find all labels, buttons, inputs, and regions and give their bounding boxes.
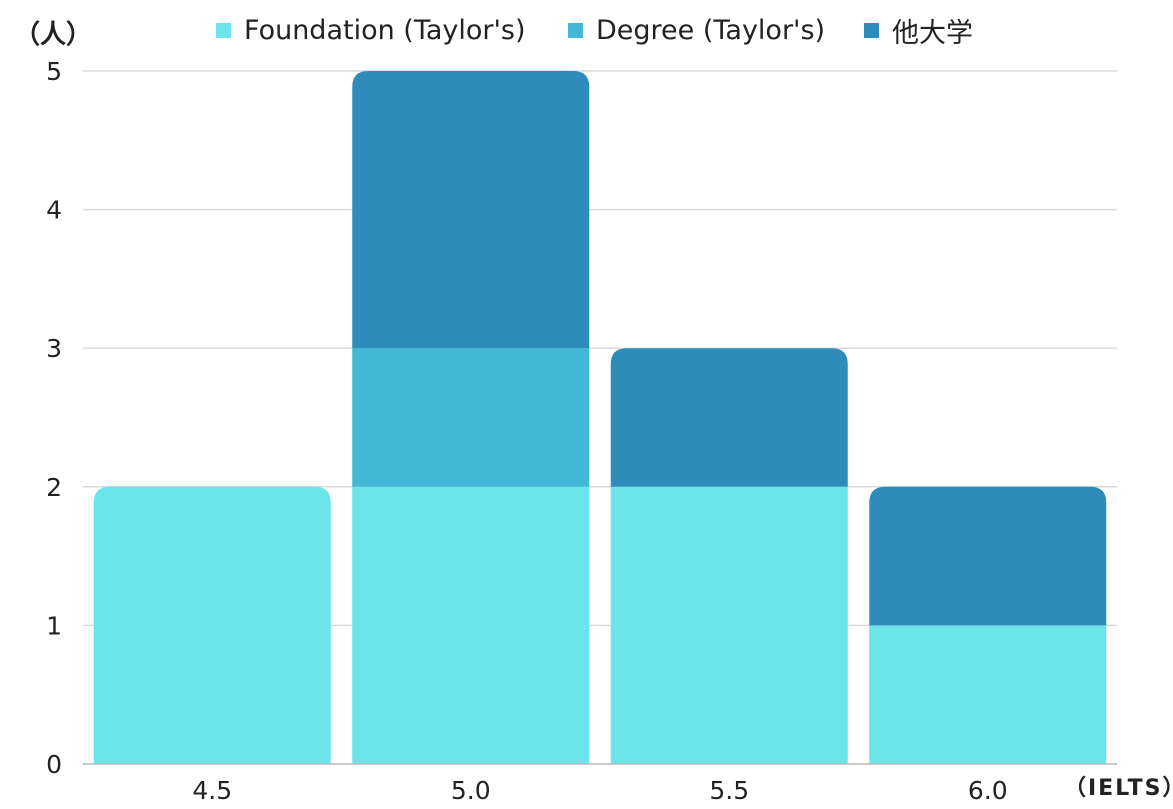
y-tick-label-4: 4 xyxy=(46,196,62,225)
legend-item-foundation: Foundation (Taylor's) xyxy=(216,12,526,48)
y-tick-label-5: 5 xyxy=(46,57,62,86)
legend-label-degree: Degree (Taylor's) xyxy=(596,14,826,46)
chart-legend: Foundation (Taylor's) Degree (Taylor's) … xyxy=(0,12,1173,49)
bar-5-5-series-2 xyxy=(610,348,848,487)
x-tick-label-5-0: 5.0 xyxy=(451,776,491,805)
legend-item-other-university: 他大学 xyxy=(864,12,973,49)
x-tick-label-6-0: 6.0 xyxy=(968,776,1008,805)
bar-5-5-series-0 xyxy=(610,486,848,764)
y-axis-unit-label: （人） xyxy=(14,20,93,50)
x-tick-label-4-5: 4.5 xyxy=(192,776,232,805)
bar-5-0-series-2 xyxy=(352,71,590,349)
y-tick-label-1: 1 xyxy=(46,611,62,640)
legend-swatch-other-university xyxy=(864,22,879,38)
legend-item-degree: Degree (Taylor's) xyxy=(568,12,825,48)
x-tick-label-5-5: 5.5 xyxy=(709,776,749,805)
bar-6-0-series-2 xyxy=(869,486,1107,626)
legend-label-other-university: 他大学 xyxy=(892,17,973,49)
legend-swatch-degree xyxy=(568,22,583,38)
y-tick-label-2: 2 xyxy=(46,473,62,502)
y-tick-label-0: 0 xyxy=(46,750,62,779)
x-axis-unit-label: （IELTS） xyxy=(1064,776,1173,801)
bar-6-0-series-0 xyxy=(869,625,1107,764)
y-tick-label-3: 3 xyxy=(46,334,62,363)
legend-label-foundation: Foundation (Taylor's) xyxy=(244,14,526,46)
bar-4-5-series-0 xyxy=(93,486,331,764)
bar-5-0-series-1 xyxy=(352,348,590,487)
bar-5-0-series-0 xyxy=(352,486,590,764)
legend-swatch-foundation xyxy=(216,22,231,38)
